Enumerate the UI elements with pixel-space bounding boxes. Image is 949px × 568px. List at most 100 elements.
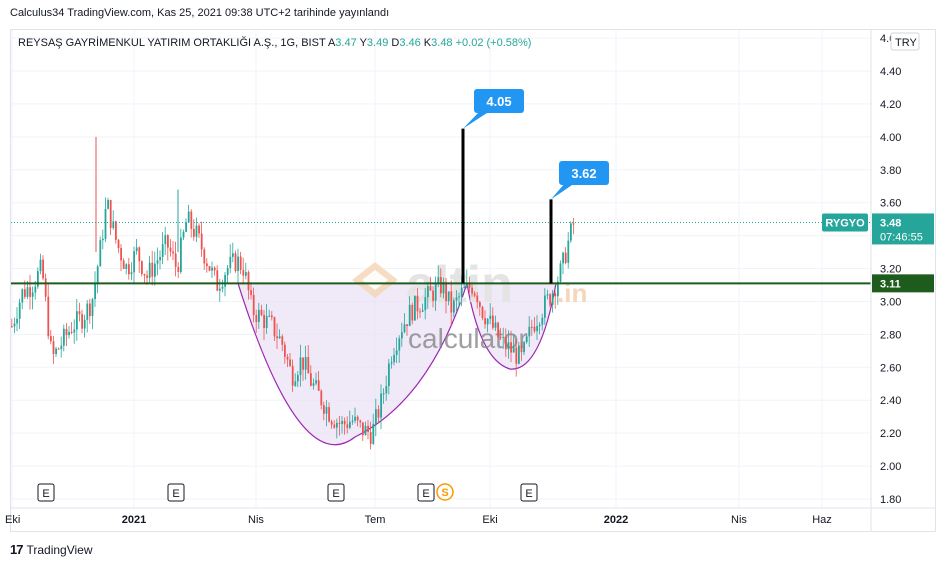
candle-body (406, 324, 408, 327)
cup-stroke-left (237, 283, 468, 446)
candle-body (130, 272, 133, 275)
candle-body (403, 324, 406, 333)
watermark-logo-inner (362, 270, 388, 290)
candle-body (354, 416, 356, 421)
candle-body (193, 228, 195, 237)
earnings-event-marker: E (520, 483, 538, 502)
candle-body (447, 291, 450, 302)
candle-body (375, 409, 377, 424)
last-price-badge: 3.48 07:46:55 (872, 213, 934, 245)
x-tick-label: Tem (365, 514, 386, 526)
candle-body (528, 326, 531, 337)
horizontal-level (11, 221, 871, 285)
level-badge-value: 3.11 (880, 278, 901, 290)
candle-body (109, 200, 112, 228)
candle-body (554, 293, 557, 297)
candle-body (21, 289, 24, 303)
cup-stroke-right (466, 283, 557, 370)
candle-body (393, 354, 395, 363)
candle-body (265, 316, 268, 328)
candle-body (434, 284, 437, 301)
candle-body (190, 211, 193, 229)
candle-body (414, 295, 416, 321)
candle-body (325, 407, 328, 414)
candle-body (224, 275, 226, 287)
candle-body (245, 272, 247, 276)
candle-body (234, 253, 237, 271)
candle-body (486, 319, 489, 325)
candle-body (73, 329, 76, 333)
candle-body (445, 282, 447, 302)
candle-body (177, 266, 180, 272)
candle-body (546, 294, 549, 296)
candle-body (343, 420, 346, 425)
candle-body (250, 290, 252, 295)
candle-body (297, 375, 299, 382)
candles (11, 136, 575, 450)
tradingview-footer-label: TradingView (26, 542, 93, 557)
candle-body (172, 251, 174, 254)
y-tick-label: 1.80 (880, 494, 901, 506)
y-tick-label: 4.20 (880, 99, 901, 111)
candle-body (91, 299, 94, 317)
candle-body (369, 431, 372, 444)
candle-body (562, 252, 564, 264)
candle-body (138, 247, 141, 262)
candle-body (255, 314, 258, 322)
candle-body (382, 393, 385, 395)
candle-body (81, 314, 83, 329)
candle-body (424, 297, 427, 311)
candle-body (484, 318, 486, 325)
candle-body (351, 420, 354, 422)
split-event-marker: S (436, 483, 454, 501)
candle-body (164, 235, 167, 245)
candle-body (442, 282, 445, 294)
candle-body (156, 260, 159, 264)
candle-body (247, 272, 250, 291)
candle-body (367, 425, 369, 432)
candle-body (208, 266, 211, 271)
candle-body (395, 350, 398, 355)
candle-body (294, 381, 297, 386)
price-badges: RYGYO 3.48 07:46:55 3.11 (822, 213, 934, 293)
candle-body (268, 315, 271, 317)
candle-body (11, 326, 13, 328)
event-label: S (441, 487, 448, 499)
candle-body (120, 248, 122, 261)
legend-low-value: 3.46 (399, 37, 423, 49)
candle-body (510, 342, 512, 353)
candle-body (159, 256, 161, 261)
bar-countdown: 07:46:55 (880, 231, 923, 243)
candle-body (541, 317, 544, 325)
candle-body (211, 267, 213, 271)
candle-body (515, 347, 518, 364)
candle-body (388, 363, 390, 387)
candle-body (42, 259, 44, 279)
tradingview-footer[interactable]: 17 TradingView (10, 542, 93, 557)
candle-body (505, 337, 507, 350)
candle-body (317, 380, 320, 391)
candle-body (128, 264, 130, 275)
ticker-badge: RYGYO (822, 213, 868, 232)
candle-body (362, 422, 364, 436)
earnings-event-marker: E (37, 483, 55, 502)
candle-body (68, 331, 70, 336)
candle-body (492, 315, 494, 328)
candle-body (229, 256, 232, 269)
candle-body (26, 287, 29, 297)
chart-frame (10, 29, 936, 532)
candle-body (570, 223, 572, 241)
candle-body (479, 302, 481, 307)
candle-body (466, 282, 468, 287)
candle-body (18, 302, 21, 319)
callout-label: 4.05 (486, 94, 511, 109)
candle-body (499, 336, 502, 338)
candle-body (549, 294, 551, 305)
event-label: E (422, 488, 429, 500)
candle-body (107, 200, 109, 209)
candle-body (89, 303, 91, 317)
peak-callout: 3.62 (551, 161, 609, 200)
candle-body (122, 260, 125, 270)
